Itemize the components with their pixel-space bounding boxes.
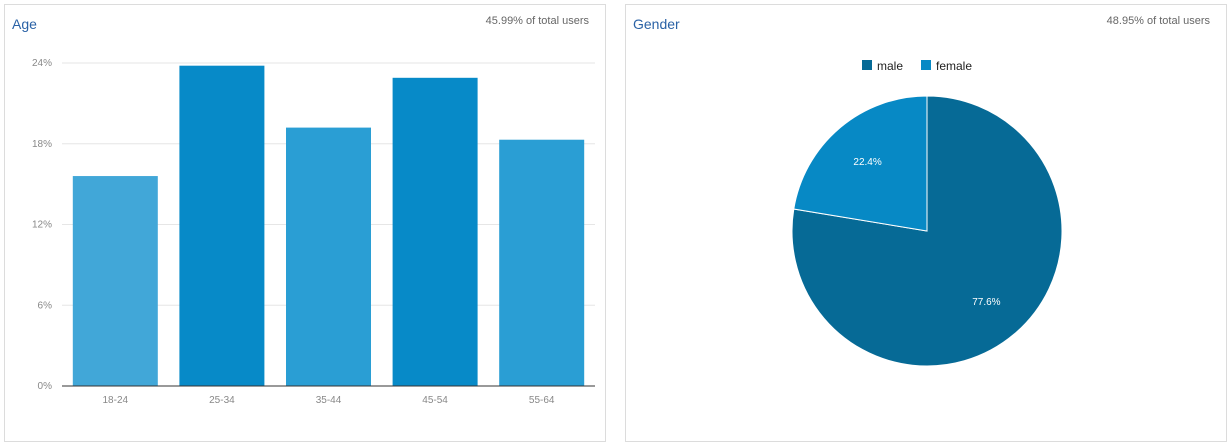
- bar-25-34[interactable]: [179, 65, 265, 387]
- age-panel: Age 45.99% of total users 0% 6% 12% 18% 24% 1…: [4, 4, 606, 442]
- x-tick-label: 18-24: [103, 395, 129, 406]
- bar-35-44[interactable]: [286, 127, 371, 386]
- slice-value-label: 22.4%: [853, 157, 881, 168]
- pie-slice-female[interactable]: [793, 95, 928, 232]
- y-tick-label: 24%: [32, 58, 52, 69]
- bar-55-64[interactable]: [499, 139, 585, 386]
- gender-total-users: 48.95% of total users: [1106, 15, 1210, 27]
- legend-label-male[interactable]: male: [877, 59, 903, 73]
- legend-label-female[interactable]: female: [936, 59, 972, 73]
- legend-swatch-male: [862, 60, 872, 70]
- legend-swatch-female: [921, 60, 931, 70]
- age-chart-title: Age: [12, 16, 37, 32]
- y-tick-label: 0%: [38, 381, 53, 392]
- age-bar-chart: 0% 6% 12% 18% 24% 18-24 25-34 35-44 45-54 55-64: [32, 58, 595, 406]
- gender-chart-title: Gender: [633, 16, 680, 32]
- age-total-users: 45.99% of total users: [485, 15, 589, 27]
- gender-panel: Gender 48.95% of total users male female 7…: [625, 4, 1227, 442]
- y-tick-label: 6%: [38, 300, 53, 311]
- x-tick-label: 55-64: [529, 395, 555, 406]
- bar-45-54[interactable]: [392, 77, 478, 386]
- bar-18-24[interactable]: [72, 176, 158, 386]
- x-tick-label: 45-54: [422, 395, 448, 406]
- x-tick-label: 25-34: [209, 395, 235, 406]
- y-tick-label: 12%: [32, 220, 52, 231]
- x-tick-label: 35-44: [316, 395, 342, 406]
- y-tick-label: 18%: [32, 139, 52, 150]
- gender-pie-chart: male female 77.6% 22.4%: [791, 59, 1063, 367]
- slice-value-label: 77.6%: [972, 297, 1000, 308]
